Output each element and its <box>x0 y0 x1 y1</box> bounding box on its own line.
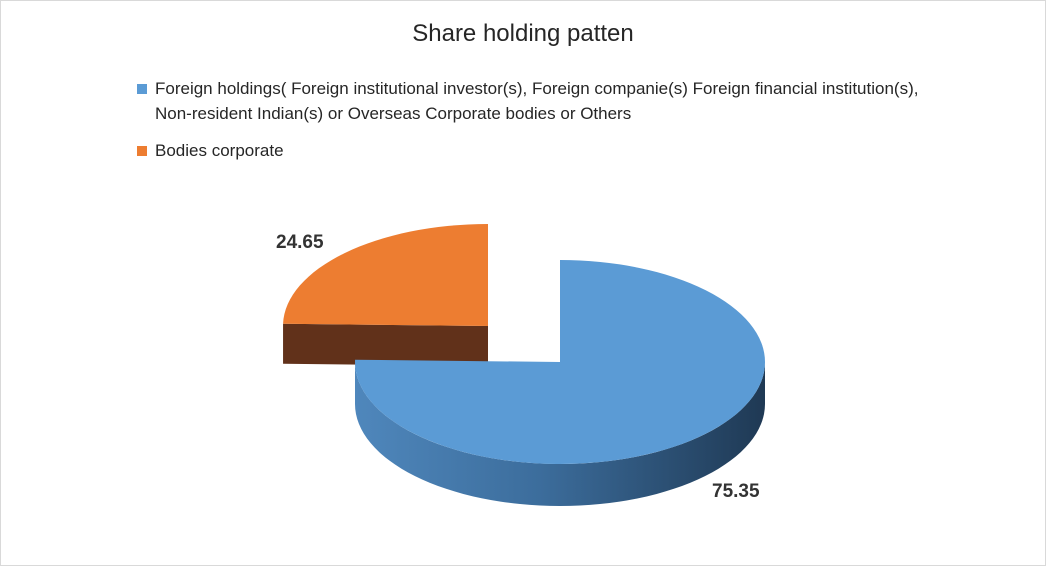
pie-slice-foreign-holdings <box>354 260 765 464</box>
pie-side-foreign-holdings <box>355 362 765 506</box>
chart-title: Share holding patten <box>412 20 634 47</box>
legend-swatch-foreign-holdings <box>137 84 147 94</box>
legend: Foreign holdings( Foreign institutional … <box>137 76 957 175</box>
legend-label-bodies-corporate: Bodies corporate <box>155 141 284 160</box>
data-label-foreign-holdings: 75.35 <box>712 481 760 502</box>
pie-side-bodies-corporate <box>283 323 488 366</box>
legend-item-foreign-holdings: Foreign holdings( Foreign institutional … <box>137 76 957 126</box>
data-label-bodies-corporate: 24.65 <box>276 232 324 253</box>
pie-slice-bodies-corporate <box>283 224 488 326</box>
legend-swatch-bodies-corporate <box>137 146 147 156</box>
legend-label-foreign-holdings: Foreign holdings( Foreign institutional … <box>155 79 919 123</box>
legend-item-bodies-corporate: Bodies corporate <box>137 138 957 163</box>
